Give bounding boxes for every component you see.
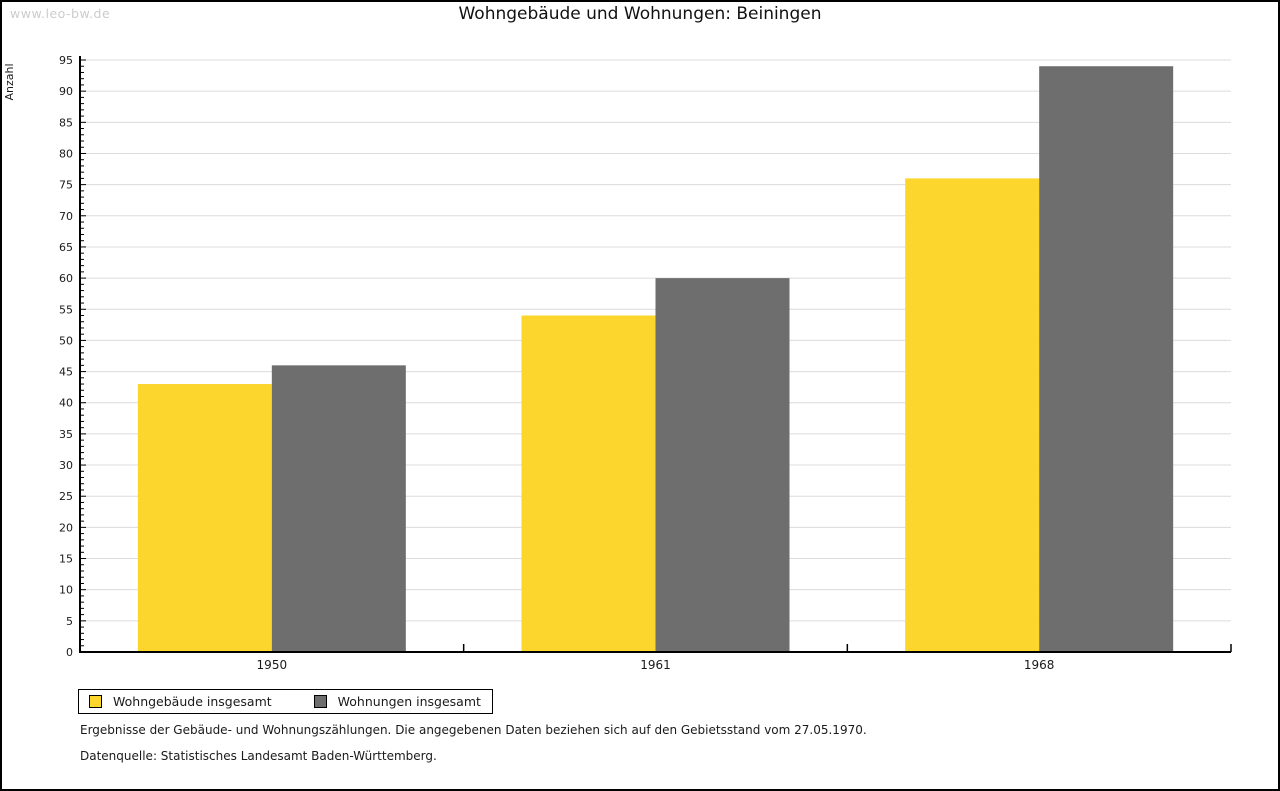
legend-label-wohnungen: Wohnungen insgesamt: [337, 694, 481, 709]
footnote-line1: Ergebnisse der Gebäude- und Wohnungszähl…: [80, 723, 867, 737]
bar-1968-series1: [1039, 66, 1174, 653]
legend-item-wohnungen: Wohnungen insgesamt: [313, 694, 481, 709]
y-tick-label: 85: [59, 116, 73, 129]
y-tick-label: 20: [59, 521, 73, 534]
y-tick-label: 75: [59, 179, 73, 192]
x-tick-label: 1950: [257, 658, 288, 672]
y-tick-label: 35: [59, 428, 73, 441]
y-tick-label: 60: [59, 272, 73, 285]
y-tick-label: 45: [59, 366, 73, 379]
x-tick-label: 1961: [640, 658, 671, 672]
y-tick-label: 10: [59, 584, 73, 597]
y-tick-label: 30: [59, 459, 73, 472]
bar-1961-series1: [655, 278, 790, 652]
y-tick-label: 50: [59, 334, 73, 347]
bar-1961-series0: [521, 315, 656, 652]
bar-1968-series0: [905, 178, 1040, 652]
legend-swatch-yellow-icon: [89, 695, 102, 708]
bar-1950-series1: [271, 365, 406, 652]
y-tick-label: 55: [59, 303, 73, 316]
y-axis-title: Anzahl: [3, 63, 16, 100]
chart-title: Wohngebäude und Wohnungen: Beiningen: [458, 4, 822, 24]
y-tick-label: 65: [59, 241, 73, 254]
y-tick-label: 15: [59, 553, 73, 566]
y-tick-label: 5: [66, 615, 73, 628]
bar-1950-series0: [137, 384, 272, 652]
y-tick-label: 70: [59, 210, 73, 223]
x-tick-label: 1968: [1024, 658, 1055, 672]
legend-swatch-gray-icon: [313, 695, 327, 708]
y-tick-label: 80: [59, 147, 73, 160]
legend-label-wohngebaeude: Wohngebäude insgesamt: [113, 694, 272, 709]
watermark: www.leo-bw.de: [10, 6, 111, 21]
y-tick-label: 40: [59, 397, 73, 410]
y-tick-label: 90: [59, 85, 73, 98]
y-tick-label: 25: [59, 490, 73, 503]
legend-item-wohngebaeude: Wohngebäude insgesamt: [89, 694, 272, 709]
footnote-line2: Datenquelle: Statistisches Landesamt Bad…: [80, 749, 437, 763]
y-tick-label: 95: [59, 54, 73, 67]
y-tick-label: 0: [66, 646, 73, 659]
legend: Wohngebäude insgesamt Wohnungen insgesam…: [78, 689, 493, 714]
